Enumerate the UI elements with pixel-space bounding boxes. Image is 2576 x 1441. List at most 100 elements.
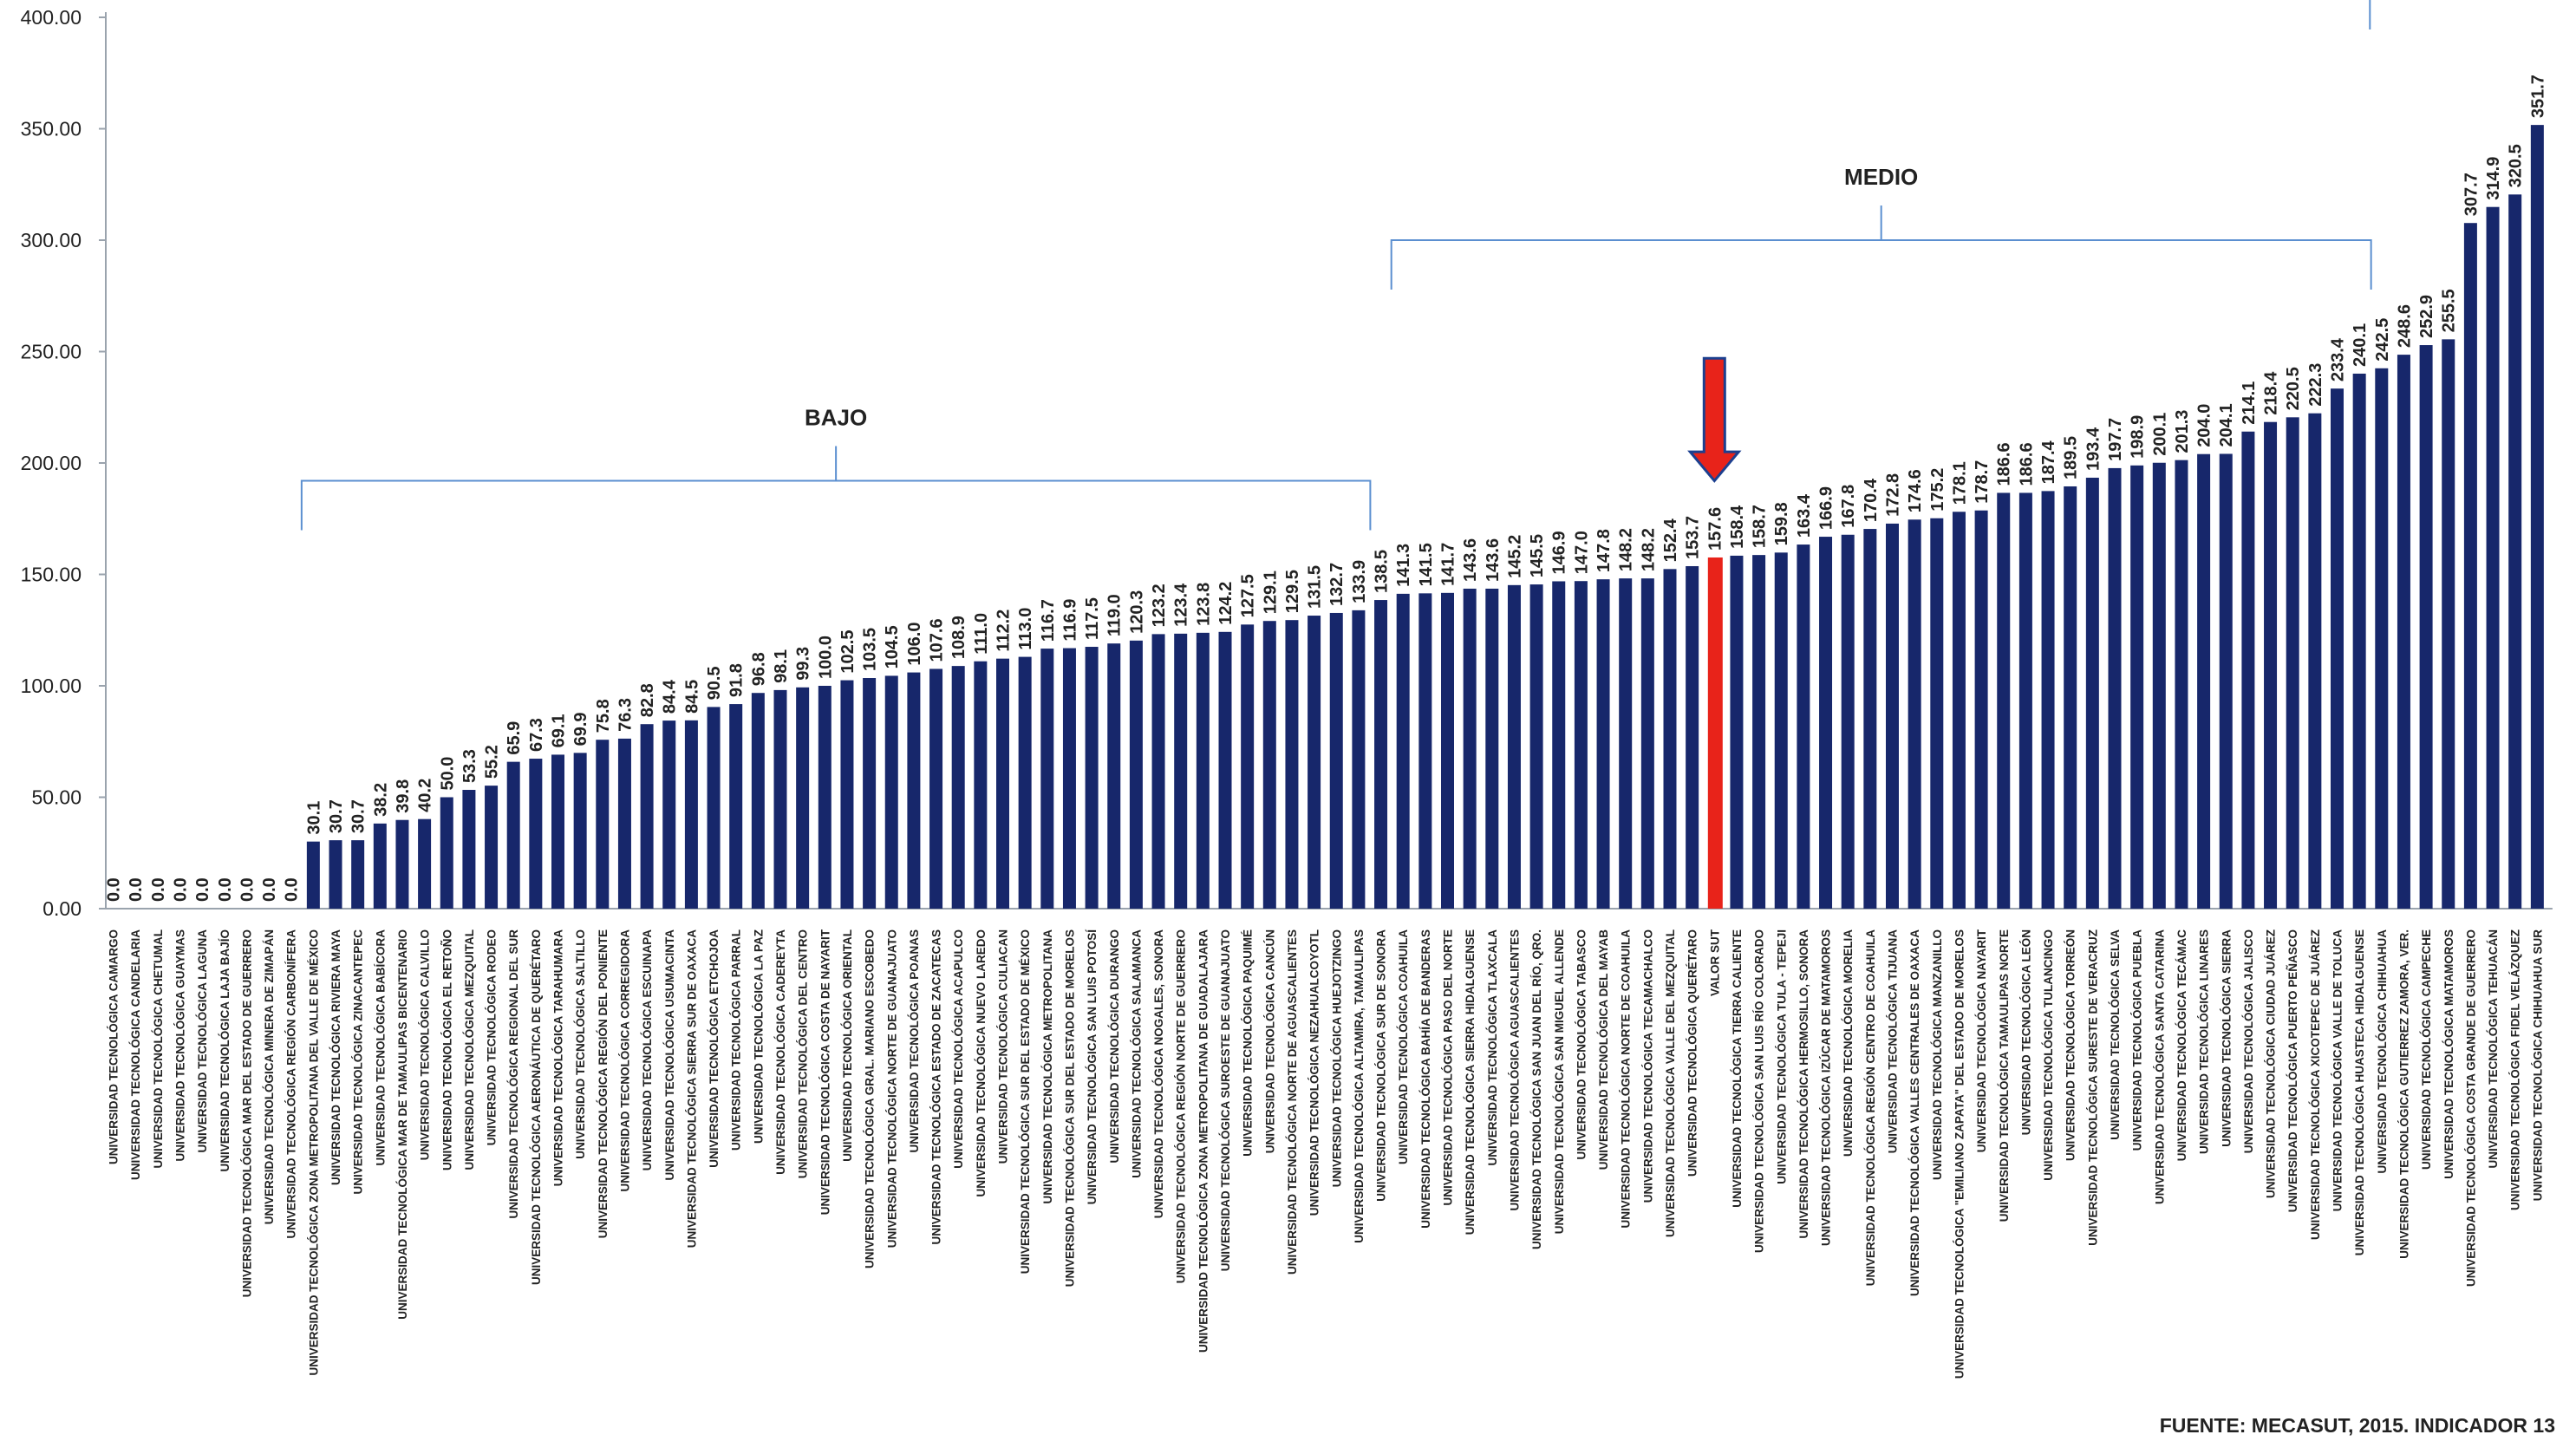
category-label: UNIVERSIDAD TECNOLÓGICA ZINACANTEPEC <box>352 929 365 1195</box>
source-note: FUENTE: MECASUT, 2015. INDICADOR 13 <box>2159 1414 2555 1437</box>
bar <box>2219 453 2233 909</box>
category-label: UNIVERSIDAD TECNOLÓGICA VALLE DE TOLUCA <box>2331 929 2344 1212</box>
category-label: UNIVERSIDAD TECNOLÓGICA SUR DEL ESTADO D… <box>1019 929 1032 1274</box>
category-label: UNIVERSIDAD TECNOLÓGICA DEL MAYAB <box>1597 929 1610 1170</box>
value-label: 0.0 <box>127 877 146 902</box>
value-label: 50.0 <box>438 757 457 791</box>
value-label: 96.8 <box>749 652 768 686</box>
bar <box>1262 621 1276 909</box>
value-label: 233.4 <box>2329 337 2348 381</box>
category-label: UNIVERSIDAD TECNOLÓGICA LINARES <box>2198 929 2211 1154</box>
category-label: UNIVERSIDAD TECNOLÓGICA BABÍCORA <box>374 929 387 1166</box>
category-label: UNIVERSIDAD TECNOLÓGICA TAMAULIPAS NORTE <box>1998 929 2011 1222</box>
value-label: 175.2 <box>1928 468 1947 512</box>
bar <box>1441 592 1454 909</box>
bar <box>418 818 432 909</box>
category-label: UNIVERSIDAD TECNOLÓGICA MAR DEL ESTADO D… <box>240 929 253 1297</box>
value-label: 148.2 <box>1617 528 1636 571</box>
value-label: 174.6 <box>1906 469 1925 512</box>
bar <box>1819 537 1833 909</box>
bar <box>1797 544 1810 909</box>
category-label: UNIVERSIDAD TECNOLÓGICA QUERÉTARO <box>1686 929 1699 1177</box>
bar <box>1930 518 1944 909</box>
value-label: 0.0 <box>216 877 235 902</box>
category-label: UNIVERSIDAD TECNOLÓGICA CORREGIDORA <box>618 929 631 1192</box>
category-label: UNIVERSIDAD TECNOLÓGICA REGIÓN CARBONÍFE… <box>285 929 298 1239</box>
value-label: 172.8 <box>1884 473 1903 517</box>
value-label: 186.6 <box>2017 442 2036 486</box>
value-label: 242.5 <box>2373 318 2392 362</box>
value-label: 67.3 <box>527 718 546 752</box>
category-label: UNIVERSIDAD TECNOLÓGICA ORIENTAL <box>841 929 854 1162</box>
value-label: 129.5 <box>1283 570 1302 613</box>
value-label: 111.0 <box>972 613 991 655</box>
category-label: UNIVERSIDAD TECNOLÓGICA SAN JUAN DEL RÍO… <box>1530 929 1543 1249</box>
category-label: UNIVERSIDAD TECNOLÓGICA SUROESTE DE GUAN… <box>1219 929 1232 1271</box>
value-label: 193.4 <box>2084 427 2103 471</box>
bar <box>2108 467 2122 909</box>
bar <box>2486 206 2500 909</box>
value-label: 0.0 <box>260 877 279 902</box>
category-label: UNIVERSIDAD TECNOLÓGICA REGIONAL DEL SUR <box>507 929 520 1219</box>
value-label: 200.1 <box>2150 413 2169 456</box>
value-label: 30.7 <box>327 799 346 833</box>
category-label: UNIVERSIDAD TECNOLÓGICA FIDEL VELÁZQUEZ <box>2509 929 2522 1210</box>
bar <box>1485 588 1499 909</box>
category-label: UNIVERSIDAD TECNOLÓGICA CAMPECHE <box>2420 929 2433 1170</box>
value-label: 90.5 <box>705 666 724 700</box>
category-label: UNIVERSIDAD TECNOLÓGICA RODEO <box>486 929 499 1145</box>
category-label: UNIVERSIDAD TECNOLÓGICA PASO DEL NORTE <box>1442 929 1455 1206</box>
category-label: UNIVERSIDAD TECNOLÓGICA BAHÍA DE BANDERA… <box>1419 929 1432 1229</box>
bar <box>1352 610 1366 909</box>
y-tick-label: 0.00 <box>42 897 82 920</box>
bar <box>440 797 453 909</box>
value-label: 145.2 <box>1505 535 1524 578</box>
bar <box>707 707 721 909</box>
category-label: UNIVERSIDAD TECNOLÓGICA VALLE DEL MEZQUI… <box>1664 929 1677 1237</box>
value-label: 119.0 <box>1105 594 1125 636</box>
category-label: UNIVERSIDAD TECNOLÓGICA JALISCO <box>2242 929 2255 1153</box>
category-label: UNIVERSIDAD TECNOLÓGICA ACAPULCO <box>952 929 965 1169</box>
bar <box>929 668 943 909</box>
category-label: UNIVERSIDAD TECNOLÓGICA COSTA DE NAYARIT <box>818 929 831 1215</box>
category-label: UNIVERSIDAD TECNOLÓGICA PAQUIMÉ <box>1242 929 1255 1157</box>
category-label: UNIVERSIDAD TECNOLÓGICA LEÓN <box>2019 929 2032 1135</box>
value-label: 39.8 <box>394 779 413 813</box>
value-label: 163.4 <box>1795 493 1814 538</box>
value-label: 102.5 <box>838 630 858 674</box>
category-label: UNIVERSIDAD TECNOLÓGICA PUERTO PEÑASCO <box>2286 929 2299 1212</box>
bar <box>974 661 988 909</box>
value-label: 178.1 <box>1950 461 1969 505</box>
bar <box>640 724 654 909</box>
value-label: 107.6 <box>928 618 947 662</box>
category-label: UNIVERSIDAD TECNOLÓGICA MINERA DE ZIMAPÁ… <box>263 929 276 1224</box>
category-label: UNIVERSIDAD TECNOLÓGICA SANTA CATARINA <box>2153 929 2166 1204</box>
category-label: UNIVERSIDAD TECNOLÓGICA METROPOLITANA <box>1041 929 1054 1204</box>
bar <box>2530 125 2544 910</box>
category-label: UNIVERSIDAD TECNOLÓGICA AERONÁUTICA DE Q… <box>530 929 543 1285</box>
category-label: UNIVERSIDAD TECNOLÓGICA "EMILIANO ZAPATA… <box>1953 929 1966 1379</box>
value-label: 0.0 <box>238 877 257 902</box>
category-label: UNIVERSIDAD TECNOLÓGICA CHETUMAL <box>152 929 165 1169</box>
bar <box>2308 413 2322 910</box>
value-label: 131.5 <box>1306 565 1325 609</box>
bar <box>2442 339 2455 909</box>
value-label: 98.1 <box>772 649 791 683</box>
value-label: 0.0 <box>193 877 212 902</box>
bar <box>573 753 587 909</box>
value-label: 218.4 <box>2262 371 2281 415</box>
category-label: UNIVERSIDAD TECNOLÓGICA VALLES CENTRALES… <box>1908 929 1921 1296</box>
value-label: 222.3 <box>2306 363 2325 407</box>
bar <box>2397 355 2410 909</box>
value-label: 40.2 <box>416 779 435 812</box>
bar <box>506 761 520 909</box>
category-label: UNIVERSIDAD TECNOLÓGICA EL RETOÑO <box>440 929 453 1170</box>
value-label: 75.8 <box>594 699 613 733</box>
value-label: 123.2 <box>1150 584 1169 627</box>
bar <box>1396 593 1410 909</box>
category-label: UNIVERSIDAD TECNOLÓGICA LA PAZ <box>752 929 765 1144</box>
bar <box>863 678 877 909</box>
bar <box>2130 465 2144 909</box>
down-arrow-icon <box>1687 356 1742 483</box>
